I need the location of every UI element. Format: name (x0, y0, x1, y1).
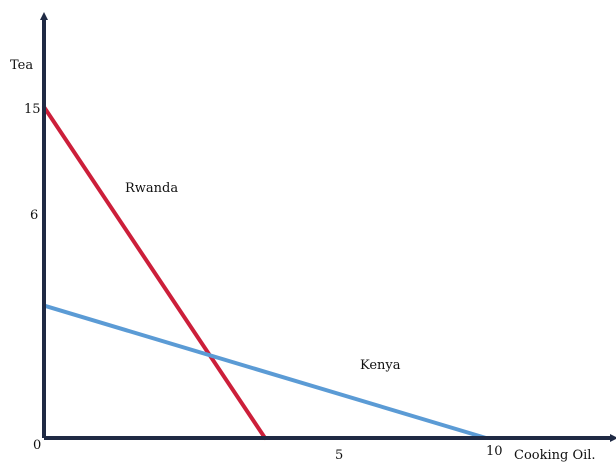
x-axis-label: Cooking Oil. (514, 448, 596, 462)
x-tick-label: 5 (335, 448, 343, 462)
y-tick-label: 15 (24, 102, 41, 117)
y-tick-label: 6 (30, 208, 38, 223)
origin-label: 0 (33, 438, 41, 453)
x-tick-label: 10 (486, 444, 503, 459)
y-axis-label: Tea (10, 58, 33, 73)
series-label-rwanda: Rwanda (125, 181, 178, 196)
series-line-rwanda (42, 105, 267, 440)
series-layer (42, 105, 488, 440)
series-label-kenya: Kenya (360, 358, 401, 373)
series-line-kenya (42, 303, 488, 440)
